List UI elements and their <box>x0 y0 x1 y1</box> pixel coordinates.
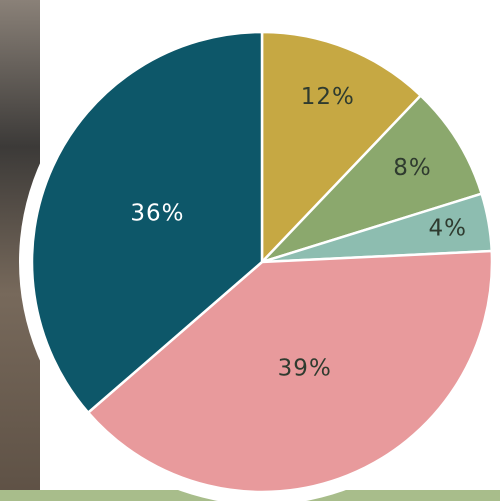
pie-slice <box>260 30 423 266</box>
pie-slice <box>257 93 484 265</box>
pie-slice <box>86 249 494 494</box>
pie-slice <box>30 30 264 415</box>
data-label: 4% <box>428 216 467 242</box>
data-label: 8% <box>393 155 432 181</box>
data-label: 36% <box>130 201 184 227</box>
data-label: 39% <box>278 355 332 381</box>
data-label: 12% <box>301 84 355 110</box>
